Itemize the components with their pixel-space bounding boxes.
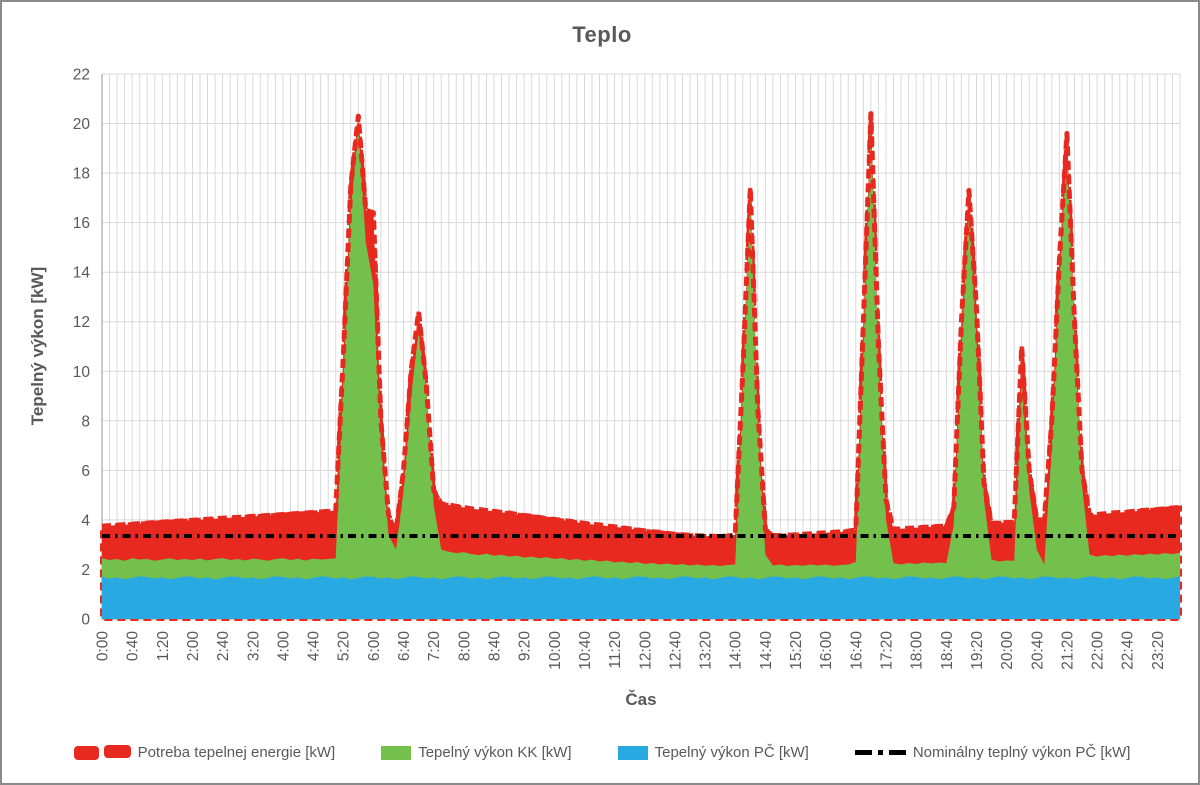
svg-text:0:40: 0:40 <box>125 631 142 662</box>
nominal-line-marker-icon <box>854 750 906 755</box>
svg-text:22:00: 22:00 <box>1090 631 1107 670</box>
svg-text:2:40: 2:40 <box>215 631 232 662</box>
legend-label: Potreba tepelnej energie [kW] <box>137 744 336 761</box>
x-axis-title: Čas <box>625 690 657 709</box>
svg-text:15:20: 15:20 <box>788 631 805 670</box>
svg-text:12:00: 12:00 <box>637 631 654 670</box>
svg-text:22: 22 <box>73 67 90 84</box>
legend-item-kk: Tepelný výkon KK [kW] <box>381 744 572 761</box>
svg-text:0:00: 0:00 <box>95 631 112 662</box>
svg-text:14:40: 14:40 <box>758 631 775 670</box>
svg-text:8:40: 8:40 <box>487 631 504 662</box>
svg-text:18: 18 <box>73 166 90 183</box>
svg-text:13:20: 13:20 <box>698 631 715 670</box>
legend-label: Tepelný výkon PČ [kW] <box>654 744 809 761</box>
legend-item-pc: Tepelný výkon PČ [kW] <box>617 744 809 761</box>
svg-text:20: 20 <box>73 116 91 133</box>
demand-line-marker-icon <box>73 745 131 761</box>
svg-text:16:00: 16:00 <box>818 631 835 670</box>
svg-text:8: 8 <box>81 413 90 430</box>
svg-text:21:20: 21:20 <box>1059 631 1076 670</box>
y-tick-labels: 0 2 4 6 8 10 12 14 16 18 20 22 <box>73 67 91 629</box>
svg-text:14: 14 <box>73 265 91 282</box>
svg-text:4:40: 4:40 <box>306 631 323 662</box>
svg-text:7:20: 7:20 <box>426 631 443 662</box>
y-axis-title: Tepelný výkon [kW] <box>28 266 47 426</box>
svg-text:18:00: 18:00 <box>909 631 926 670</box>
series-kk-area <box>102 126 1180 619</box>
svg-text:6:40: 6:40 <box>396 631 413 662</box>
svg-text:2:00: 2:00 <box>185 631 202 662</box>
svg-text:22:40: 22:40 <box>1120 631 1137 670</box>
svg-text:4: 4 <box>81 512 90 529</box>
svg-text:5:20: 5:20 <box>336 631 353 662</box>
svg-text:4:00: 4:00 <box>275 631 292 662</box>
svg-text:0: 0 <box>81 612 90 629</box>
svg-text:8:00: 8:00 <box>456 631 473 662</box>
series-demand-line <box>101 111 1181 539</box>
svg-text:12: 12 <box>73 314 90 331</box>
legend-item-nominal: Nominálny teplný výkon PČ [kW] <box>854 744 1131 761</box>
svg-text:16:40: 16:40 <box>848 631 865 670</box>
svg-text:10:40: 10:40 <box>577 631 594 670</box>
kk-area-marker-icon <box>381 745 412 760</box>
svg-text:17:20: 17:20 <box>879 631 896 670</box>
x-tick-labels: 0:00 0:40 1:20 2:00 2:40 3:20 4:00 4:40 5:20 6:00… <box>95 631 1167 670</box>
series-pc-area <box>102 576 1180 619</box>
legend-label: Tepelný výkon KK [kW] <box>418 744 572 761</box>
svg-text:16: 16 <box>73 215 90 232</box>
svg-text:20:40: 20:40 <box>1029 631 1046 670</box>
svg-text:19:20: 19:20 <box>969 631 986 670</box>
chart-title: Teplo <box>572 22 632 47</box>
pc-area-marker-icon <box>617 745 648 760</box>
svg-text:6: 6 <box>81 463 90 480</box>
svg-text:3:20: 3:20 <box>245 631 262 662</box>
legend: Potreba tepelnej energie [kW] Tepelný vý… <box>2 744 1198 761</box>
svg-text:12:40: 12:40 <box>667 631 684 670</box>
svg-text:2: 2 <box>81 562 90 579</box>
legend-item-demand: Potreba tepelnej energie [kW] <box>73 744 336 761</box>
svg-text:18:40: 18:40 <box>939 631 956 670</box>
svg-text:14:00: 14:00 <box>728 631 745 670</box>
legend-label: Nominálny teplný výkon PČ [kW] <box>912 744 1131 761</box>
svg-text:10:00: 10:00 <box>547 631 564 670</box>
svg-text:6:00: 6:00 <box>366 631 383 662</box>
svg-text:10: 10 <box>73 364 91 381</box>
svg-text:1:20: 1:20 <box>155 631 172 662</box>
svg-text:9:20: 9:20 <box>517 631 534 662</box>
svg-text:23:20: 23:20 <box>1150 631 1167 670</box>
svg-text:11:20: 11:20 <box>607 631 624 669</box>
svg-text:20:00: 20:00 <box>999 631 1016 670</box>
